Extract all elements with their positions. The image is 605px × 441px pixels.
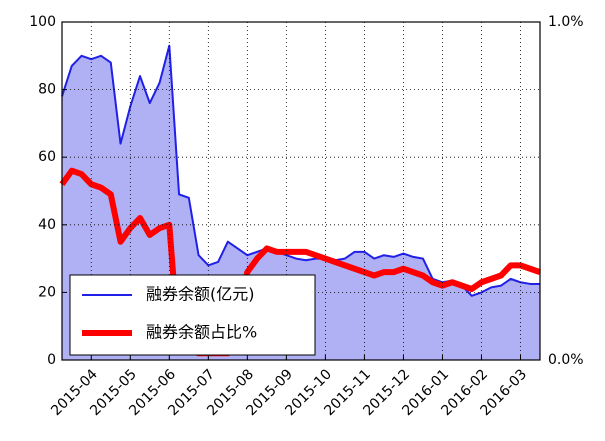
legend-label: 融券余额占比% <box>146 323 257 342</box>
plot-frame <box>61 21 541 361</box>
y-tick-label: 80 <box>38 82 56 98</box>
y2-tick-label: 1.0% <box>548 14 584 30</box>
legend-box <box>69 274 316 356</box>
series-line <box>59 167 541 357</box>
y-tick-label: 40 <box>38 217 56 233</box>
legend-label: 融券余额(亿元) <box>146 285 255 304</box>
y2-tick-label: 0.0% <box>548 352 584 368</box>
y-tick-label: 100 <box>29 14 56 30</box>
y-tick-label: 20 <box>38 284 56 300</box>
y-tick-label: 0 <box>47 352 56 368</box>
y-tick-label: 60 <box>38 149 56 165</box>
